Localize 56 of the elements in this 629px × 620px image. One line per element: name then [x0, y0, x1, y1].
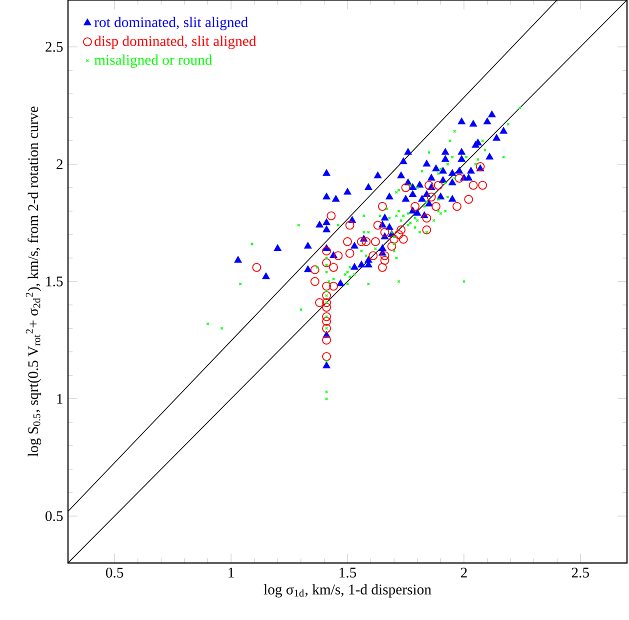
- point: [329, 262, 338, 272]
- x-axis-title: log σ$_{1d}$, km/s, 1-d dispersion: [264, 584, 432, 598]
- x-tick-label: 0.5: [106, 568, 124, 578]
- point: [396, 225, 406, 234]
- point: [426, 192, 436, 202]
- point: [478, 180, 488, 190]
- x-tick-label: 2: [460, 568, 467, 578]
- point: [345, 248, 354, 258]
- point: [390, 234, 399, 244]
- point: [378, 262, 387, 272]
- point: [345, 220, 354, 230]
- point: [468, 180, 478, 190]
- y-tick-label: 1.5: [46, 276, 63, 286]
- x-tick-label: 1.5: [340, 568, 356, 578]
- legend-label: rot dominated, slit aligned: [94, 16, 248, 30]
- point: [394, 230, 404, 240]
- point: [476, 162, 485, 172]
- point: [398, 234, 408, 244]
- y-tick-label: 2.5: [46, 42, 63, 52]
- point: [378, 202, 387, 211]
- point: [387, 242, 396, 251]
- point: [368, 251, 378, 260]
- point: [322, 302, 332, 312]
- y-tick-label: 1: [57, 394, 62, 404]
- point: [315, 298, 324, 308]
- x-tick-label: 1: [228, 568, 234, 578]
- point: [322, 316, 332, 326]
- point: [322, 282, 332, 291]
- point: [401, 183, 410, 192]
- point: [464, 194, 474, 204]
- point: [380, 256, 390, 265]
- point: [370, 237, 380, 246]
- point: [322, 312, 332, 322]
- point: [424, 180, 434, 190]
- point: [434, 180, 443, 190]
- point: [432, 202, 440, 211]
- point: [322, 291, 332, 300]
- point: [252, 262, 262, 272]
- x-tick-label: 2.5: [572, 568, 590, 578]
- point: [452, 202, 462, 211]
- point: [322, 298, 332, 308]
- point: [329, 282, 338, 291]
- point: [310, 277, 320, 286]
- legend-label: misaligned or round: [94, 54, 212, 68]
- point: [343, 237, 352, 246]
- point: [322, 324, 332, 333]
- y-tick-label: 0.5: [46, 511, 63, 522]
- point: [310, 265, 320, 274]
- point: [322, 258, 332, 268]
- y-tick-label: 2: [56, 159, 62, 170]
- point: [322, 352, 332, 362]
- legend-label: disp dominated, slit aligned: [94, 36, 256, 50]
- point: [322, 336, 332, 345]
- text: log S$_{0.5}$, sqrt(0.5 V$_{rot}$$^{2}$+ σ$_{2d}$$^{2}$), km/s, from 2-d rotation curve: [26, 106, 42, 457]
- point: [422, 225, 432, 234]
- point: [326, 211, 336, 220]
